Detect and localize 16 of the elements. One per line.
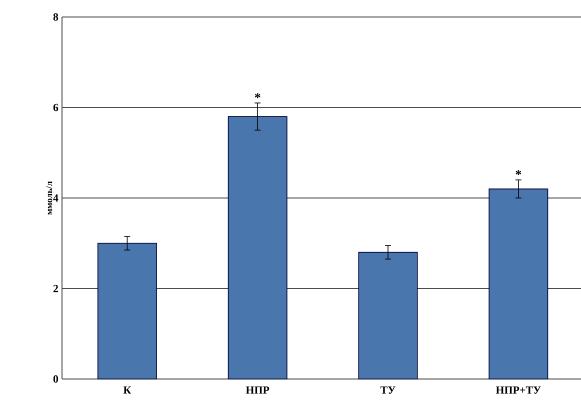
bar <box>358 252 418 380</box>
bar <box>488 188 548 380</box>
y-tick-label: 4 <box>53 194 58 202</box>
x-tick-label: ТУ <box>380 386 396 394</box>
y-tick-label: 0 <box>53 375 58 383</box>
y-tick-label: 6 <box>53 104 58 112</box>
bar <box>228 116 288 380</box>
annotation: * <box>254 93 260 98</box>
x-tick-label: НПР+ТУ <box>496 386 541 394</box>
x-tick-label: К <box>123 386 132 394</box>
annotation: * <box>516 170 522 176</box>
y-tick-label: 2 <box>53 284 58 292</box>
x-tick-label: НПР <box>246 386 270 394</box>
y-axis-title: ммоль/л <box>46 181 52 215</box>
y-tick-label: 8 <box>53 13 58 21</box>
bar <box>97 242 157 380</box>
